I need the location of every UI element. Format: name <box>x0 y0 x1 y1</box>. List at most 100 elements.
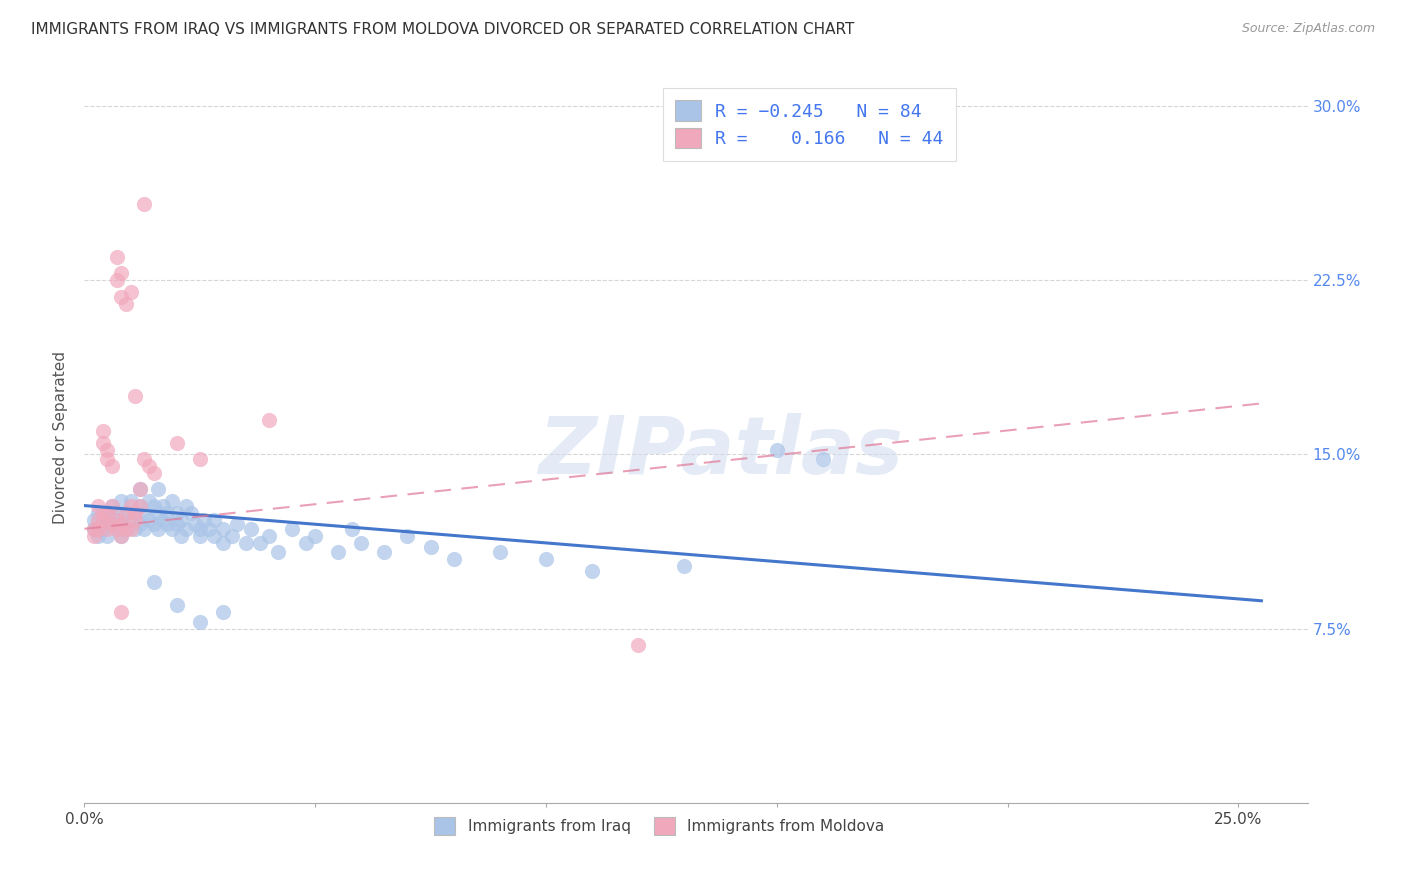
Point <box>156 517 179 532</box>
Point <box>128 499 150 513</box>
Point <box>249 535 271 549</box>
Point <box>115 522 138 536</box>
Point <box>91 512 114 526</box>
Point <box>96 529 118 543</box>
Point <box>83 522 105 536</box>
Point <box>138 494 160 508</box>
Point <box>101 499 124 513</box>
Point <box>152 512 174 526</box>
Point <box>105 512 128 526</box>
Point <box>87 499 110 513</box>
Point <box>120 512 142 526</box>
Point <box>91 506 114 520</box>
Point <box>304 529 326 543</box>
Text: Source: ZipAtlas.com: Source: ZipAtlas.com <box>1241 22 1375 36</box>
Point <box>221 529 243 543</box>
Point <box>166 517 188 532</box>
Point <box>138 459 160 474</box>
Point <box>110 529 132 543</box>
Point <box>128 483 150 497</box>
Point <box>534 552 557 566</box>
Point <box>170 529 193 543</box>
Point <box>96 452 118 467</box>
Point <box>101 499 124 513</box>
Point <box>257 529 280 543</box>
Point <box>96 506 118 520</box>
Point <box>350 535 373 549</box>
Point <box>91 424 114 438</box>
Point <box>124 512 146 526</box>
Point <box>96 506 118 520</box>
Text: ZIPatlas: ZIPatlas <box>538 413 903 491</box>
Point <box>166 436 188 450</box>
Point <box>267 545 290 559</box>
Point <box>156 506 179 520</box>
Point <box>160 522 183 536</box>
Point <box>83 512 105 526</box>
Point <box>627 638 650 652</box>
Point <box>188 452 211 467</box>
Point <box>295 535 318 549</box>
Point <box>811 452 834 467</box>
Point <box>673 558 696 573</box>
Point <box>160 494 183 508</box>
Point <box>87 506 110 520</box>
Point <box>96 522 118 536</box>
Point <box>148 506 170 520</box>
Point <box>101 459 124 474</box>
Point <box>110 290 132 304</box>
Point <box>142 466 165 480</box>
Point <box>239 522 262 536</box>
Point <box>202 529 225 543</box>
Point <box>105 273 128 287</box>
Point <box>83 522 105 536</box>
Point <box>115 506 138 520</box>
Point <box>142 575 165 590</box>
Point <box>188 522 211 536</box>
Point <box>134 522 156 536</box>
Point <box>373 545 395 559</box>
Point <box>101 517 124 532</box>
Point <box>152 499 174 513</box>
Legend: Immigrants from Iraq, Immigrants from Moldova: Immigrants from Iraq, Immigrants from Mo… <box>426 810 891 843</box>
Point <box>340 522 363 536</box>
Point <box>120 494 142 508</box>
Point <box>91 436 114 450</box>
Point <box>188 615 211 629</box>
Point <box>91 522 114 536</box>
Point <box>174 499 197 513</box>
Point <box>96 512 118 526</box>
Point <box>87 529 110 543</box>
Point <box>170 512 193 526</box>
Point <box>396 529 419 543</box>
Point <box>202 512 225 526</box>
Point <box>328 545 350 559</box>
Point <box>115 506 138 520</box>
Point <box>488 545 510 559</box>
Point <box>110 517 132 532</box>
Point <box>124 506 146 520</box>
Point <box>225 517 247 532</box>
Point <box>138 512 160 526</box>
Point <box>184 517 207 532</box>
Point <box>142 499 165 513</box>
Point <box>443 552 465 566</box>
Point <box>211 606 233 620</box>
Text: IMMIGRANTS FROM IRAQ VS IMMIGRANTS FROM MOLDOVA DIVORCED OR SEPARATED CORRELATIO: IMMIGRANTS FROM IRAQ VS IMMIGRANTS FROM … <box>31 22 855 37</box>
Point <box>128 499 150 513</box>
Point <box>124 506 146 520</box>
Point <box>110 517 132 532</box>
Point <box>115 522 138 536</box>
Point <box>101 517 124 532</box>
Point <box>419 541 441 555</box>
Point <box>174 522 197 536</box>
Point <box>110 529 132 543</box>
Point <box>105 522 128 536</box>
Point <box>87 512 110 526</box>
Point <box>120 522 142 536</box>
Point <box>134 196 156 211</box>
Point <box>105 512 128 526</box>
Point <box>120 285 142 299</box>
Point <box>105 250 128 264</box>
Point <box>96 442 118 457</box>
